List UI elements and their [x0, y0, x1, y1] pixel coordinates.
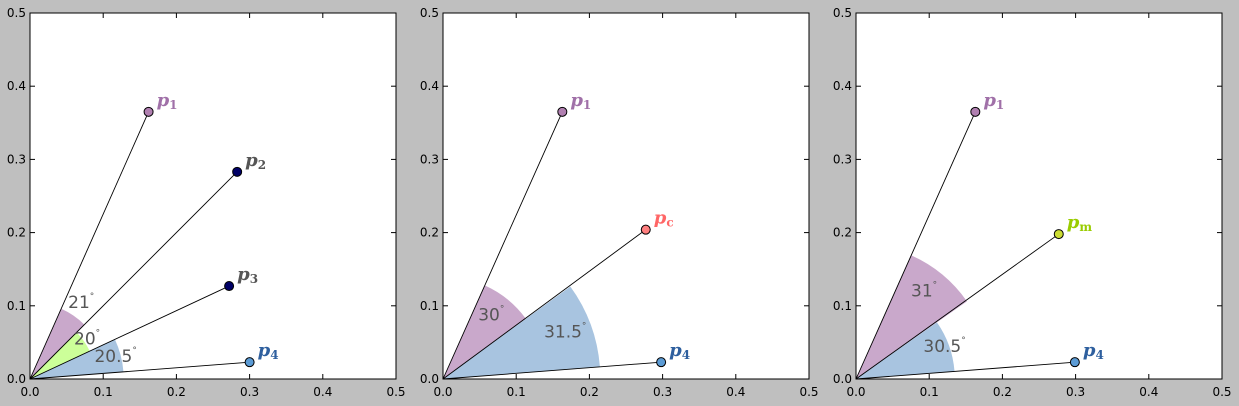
y-tick-label: 0.0 [420, 372, 439, 386]
x-tick-label: 0.4 [1139, 385, 1158, 399]
x-tick-label: 0.3 [240, 385, 259, 399]
y-tick-label: 0.3 [7, 152, 26, 166]
data-point [557, 106, 568, 117]
x-tick-label: 0.5 [799, 385, 818, 399]
y-tick-label: 0.2 [420, 226, 439, 240]
angle-wedge [30, 339, 124, 379]
y-tick-label: 0.2 [7, 226, 26, 240]
data-point [640, 224, 651, 235]
y-tick-label: 0.3 [833, 152, 852, 166]
ray-line [442, 111, 563, 380]
x-tick-label: 0.2 [993, 385, 1012, 399]
x-tick-label: 0.4 [313, 385, 332, 399]
x-tick-label: 0.0 [846, 385, 865, 399]
angle-label: 20° [74, 329, 100, 350]
y-tick-label: 0.3 [420, 152, 439, 166]
y-tick-label: 0.1 [7, 299, 26, 313]
angle-wedge [30, 308, 85, 379]
x-tick-label: 0.1 [94, 385, 113, 399]
x-tick-label: 0.1 [920, 385, 939, 399]
y-tick-label: 0.5 [7, 6, 26, 20]
angle-label: 31.5° [544, 321, 586, 342]
angle-label: 20.5° [94, 346, 136, 367]
data-point [656, 357, 667, 368]
angle-label: 30.5° [923, 336, 965, 357]
x-tick-label: 0.4 [726, 385, 745, 399]
ray-line [29, 285, 230, 380]
data-point [232, 166, 243, 177]
y-tick-label: 0.2 [833, 226, 852, 240]
x-tick-label: 0.0 [20, 385, 39, 399]
ray-line [855, 111, 976, 380]
y-tick-label: 0.4 [833, 79, 852, 93]
data-point [143, 106, 154, 117]
x-tick-label: 0.1 [507, 385, 526, 399]
data-point [1069, 357, 1080, 368]
angle-wedge [856, 255, 967, 379]
y-tick-label: 0.4 [7, 79, 26, 93]
angle-wedge [443, 286, 600, 379]
angle-wedge [30, 332, 90, 379]
y-tick-label: 0.0 [833, 372, 852, 386]
ray-line [29, 111, 149, 380]
x-tick-label: 0.5 [1212, 385, 1231, 399]
data-point [244, 357, 255, 368]
ray-line [29, 361, 250, 380]
axes-frame [442, 12, 810, 380]
ray-line [855, 233, 1060, 380]
y-tick-label: 0.1 [420, 299, 439, 313]
angle-wedge [856, 322, 955, 379]
y-tick-label: 0.0 [7, 372, 26, 386]
angle-label: 30° [478, 304, 504, 325]
ray-line [855, 361, 1075, 380]
ray-line [29, 171, 238, 380]
x-tick-label: 0.2 [167, 385, 186, 399]
y-tick-label: 0.1 [833, 299, 852, 313]
x-tick-label: 0.0 [433, 385, 452, 399]
ray-line [442, 229, 647, 380]
y-tick-label: 0.5 [420, 6, 439, 20]
y-tick-label: 0.4 [420, 79, 439, 93]
data-point [970, 106, 981, 117]
x-tick-label: 0.3 [1066, 385, 1085, 399]
angle-label: 21° [68, 292, 94, 313]
angle-wedge [443, 285, 526, 379]
ray-line [442, 361, 662, 380]
x-tick-label: 0.3 [653, 385, 672, 399]
axes-frame [29, 12, 397, 380]
data-point [1053, 229, 1064, 240]
x-tick-label: 0.5 [386, 385, 405, 399]
axes-frame [855, 12, 1223, 380]
data-point [224, 281, 235, 292]
angle-label: 31° [911, 280, 937, 301]
y-tick-label: 0.5 [833, 6, 852, 20]
x-tick-label: 0.2 [580, 385, 599, 399]
